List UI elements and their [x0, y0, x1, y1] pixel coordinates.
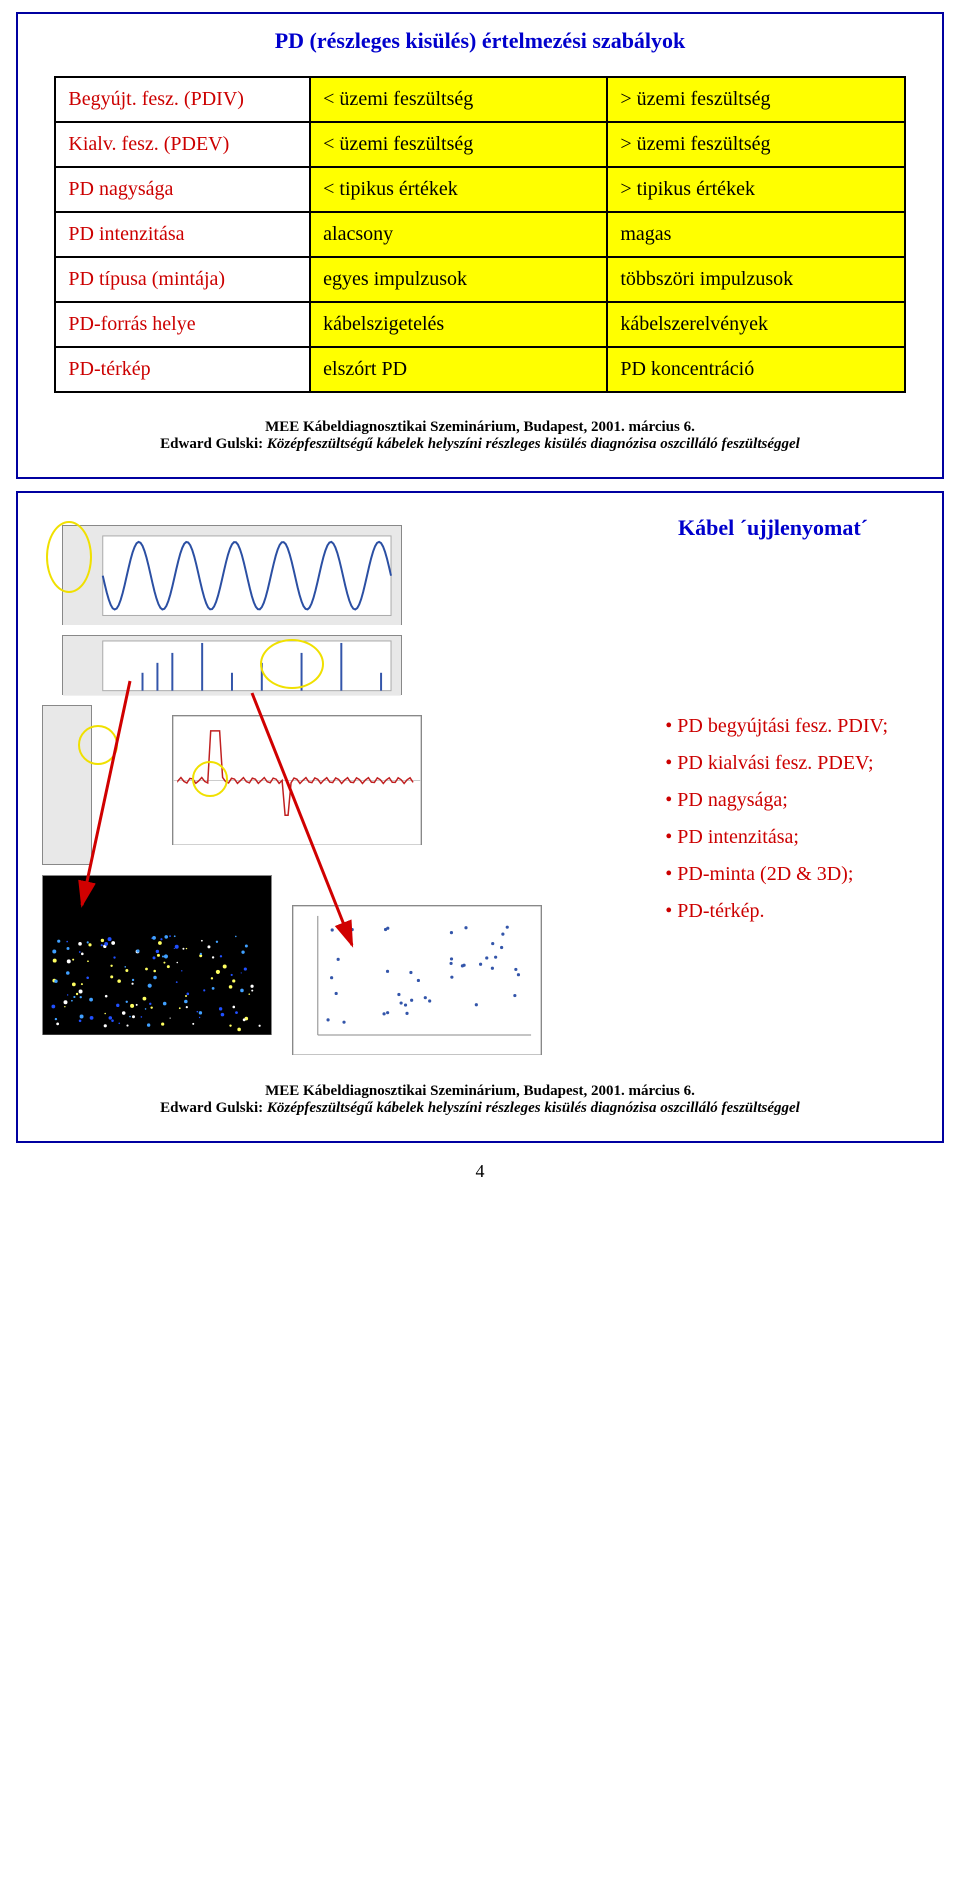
- table-row: PD-térképelszórt PDPD koncentráció: [55, 347, 904, 392]
- row-label: PD-térkép: [55, 347, 310, 392]
- tdr-trace-panel: [172, 715, 422, 845]
- row-label: Kialv. fesz. (PDEV): [55, 122, 310, 167]
- footer-subtitle: Középfeszültségű kábelek helyszíni részl…: [267, 436, 800, 452]
- row-low-value: egyes impulzusok: [310, 257, 607, 302]
- table-row: PD-forrás helyekábelszigeteléskábelszere…: [55, 302, 904, 347]
- footer-line1: MEE Kábeldiagnosztikai Szeminárium, Buda…: [32, 419, 928, 436]
- pd-pulse-panel: [62, 635, 402, 695]
- side-controls-panel: [42, 705, 92, 865]
- list-item: PD intenzitása;: [665, 826, 888, 849]
- row-high-value: > tipikus értékek: [607, 167, 904, 212]
- row-low-value: alacsony: [310, 212, 607, 257]
- map3d-svg: [43, 876, 271, 1035]
- row-high-value: > üzemi feszültség: [607, 122, 904, 167]
- footer-line2-b: Edward Gulski: Középfeszültségű kábelek …: [32, 1100, 928, 1117]
- wave-svg: [63, 526, 401, 625]
- pd-scatter-panel: [292, 905, 542, 1055]
- slide1-title: PD (részleges kisülés) értelmezési szabá…: [32, 28, 928, 54]
- row-label: PD típusa (mintája): [55, 257, 310, 302]
- slide1-footer: MEE Kábeldiagnosztikai Szeminárium, Buda…: [32, 419, 928, 453]
- slide-2: Kábel ´ujjlenyomat´: [16, 491, 944, 1143]
- list-item: PD kialvási fesz. PDEV;: [665, 752, 888, 775]
- slide2-body: Kábel ´ujjlenyomat´: [32, 515, 928, 1075]
- row-high-value: magas: [607, 212, 904, 257]
- footer-author-b: Edward Gulski:: [160, 1100, 263, 1116]
- row-high-value: kábelszerelvények: [607, 302, 904, 347]
- row-label: PD intenzitása: [55, 212, 310, 257]
- trace-svg: [173, 716, 421, 845]
- row-high-value: PD koncentráció: [607, 347, 904, 392]
- interpretation-table: Begyújt. fesz. (PDIV)< üzemi feszültség>…: [54, 76, 905, 393]
- row-label: Begyújt. fesz. (PDIV): [55, 77, 310, 122]
- table-row: PD nagysága< tipikus értékek> tipikus ér…: [55, 167, 904, 212]
- footer-author: Edward Gulski:: [160, 436, 263, 452]
- table-row: Begyújt. fesz. (PDIV)< üzemi feszültség>…: [55, 77, 904, 122]
- row-low-value: < tipikus értékek: [310, 167, 607, 212]
- row-low-value: elszórt PD: [310, 347, 607, 392]
- pd-3d-map-panel: [42, 875, 272, 1035]
- list-item: PD begyújtási fesz. PDIV;: [665, 715, 888, 738]
- row-low-value: < üzemi feszültség: [310, 122, 607, 167]
- table-row: PD intenzitásaalacsonymagas: [55, 212, 904, 257]
- scatter-svg: [293, 906, 541, 1055]
- list-item: PD-térkép.: [665, 900, 888, 923]
- list-item: PD nagysága;: [665, 789, 888, 812]
- row-high-value: > üzemi feszültség: [607, 77, 904, 122]
- row-label: PD-forrás helye: [55, 302, 310, 347]
- footer-line1-b: MEE Kábeldiagnosztikai Szeminárium, Buda…: [32, 1083, 928, 1100]
- row-high-value: többszöri impulzusok: [607, 257, 904, 302]
- slide2-footer: MEE Kábeldiagnosztikai Szeminárium, Buda…: [32, 1083, 928, 1117]
- footer-subtitle-b: Középfeszültségű kábelek helyszíni részl…: [267, 1100, 800, 1116]
- pulse-svg: [63, 636, 401, 696]
- row-low-value: < üzemi feszültség: [310, 77, 607, 122]
- page-number: 4: [0, 1161, 960, 1182]
- footer-line2: Edward Gulski: Középfeszültségű kábelek …: [32, 436, 928, 453]
- oscillating-wave-panel: [62, 525, 402, 625]
- table-row: PD típusa (mintája)egyes impulzusoktöbbs…: [55, 257, 904, 302]
- list-item: PD-minta (2D & 3D);: [665, 863, 888, 886]
- fingerprint-bullet-list: PD begyújtási fesz. PDIV; PD kialvási fes…: [665, 715, 888, 937]
- table-row: Kialv. fesz. (PDEV)< üzemi feszültség> ü…: [55, 122, 904, 167]
- row-low-value: kábelszigetelés: [310, 302, 607, 347]
- row-label: PD nagysága: [55, 167, 310, 212]
- slide-1: PD (részleges kisülés) értelmezési szabá…: [16, 12, 944, 479]
